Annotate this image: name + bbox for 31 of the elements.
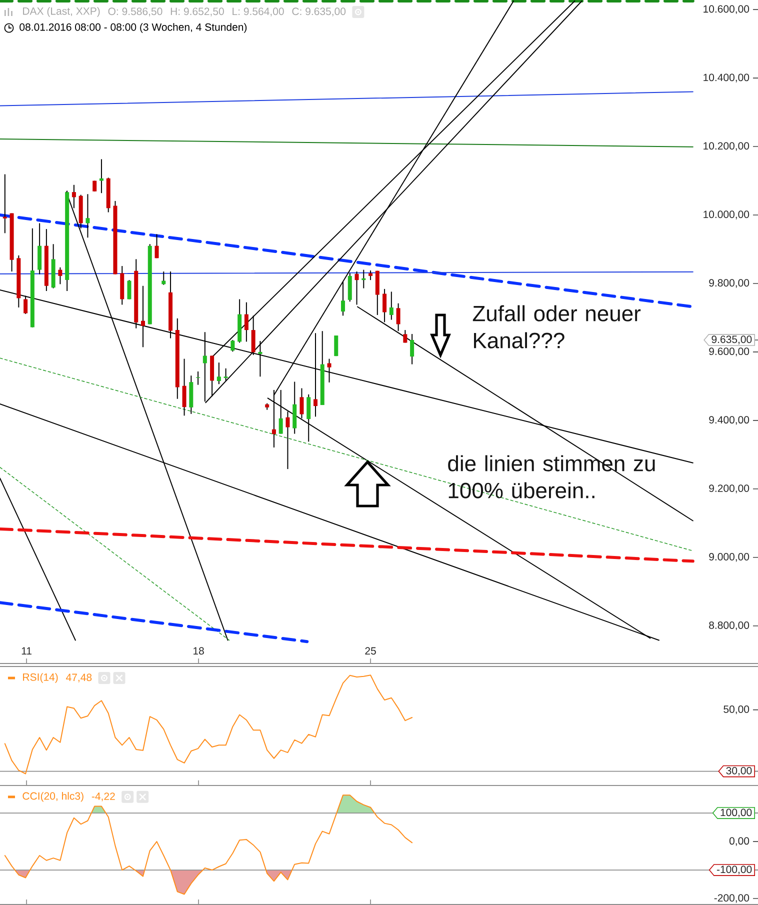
y-tick-label: 30,00: [726, 766, 752, 776]
y-tick-label: 100,00: [720, 808, 752, 818]
y-tick-label: 10.000,00: [704, 210, 750, 220]
text: DAX (Last, XXP): [23, 7, 100, 17]
y-tick-label: -100,00: [716, 866, 752, 874]
y-tick-label: 9.000,00: [709, 553, 750, 562]
y-tick-label: 0,00: [729, 837, 750, 846]
y-tick-label: 50,00: [724, 706, 750, 714]
annotation: C: 9.635,00: [292, 8, 346, 16]
y-tick-label: 10.200,00: [704, 142, 750, 151]
x-tick-label: 18: [193, 647, 204, 655]
y-tick-label: 9.635,00: [712, 336, 752, 344]
y-tick-label: 9.400,00: [709, 416, 750, 425]
annotation: H: 9.652,50: [170, 8, 224, 16]
y-tick-label: 10.400,00: [704, 74, 750, 82]
annotation: 47,48: [66, 674, 92, 682]
annotation: -4,22: [92, 792, 115, 802]
legend-label: RSI(14): [23, 673, 58, 683]
y-tick-label: 9.600,00: [709, 348, 750, 356]
y-tick-label: 10.600,00: [704, 5, 750, 14]
annotation: L: 9.564,00: [232, 8, 284, 16]
x-tick-label: 25: [365, 647, 376, 655]
annotation: O: 9.586,50: [108, 8, 162, 16]
y-tick-label: 8.800,00: [709, 622, 750, 630]
y-tick-label: 9.800,00: [709, 279, 750, 288]
y-tick-label: 9.200,00: [709, 484, 750, 494]
x-tick-label: 11: [22, 647, 32, 655]
y-tick-label: -200,00: [714, 894, 750, 903]
text: 08.01.2016 08:00 - 08:00 (3 Wochen, 4 Stunden): [20, 23, 247, 33]
legend-label: CCI(20, hlc3): [22, 792, 84, 802]
annotation: Zufall oder neuer Kanal???: [472, 305, 641, 348]
